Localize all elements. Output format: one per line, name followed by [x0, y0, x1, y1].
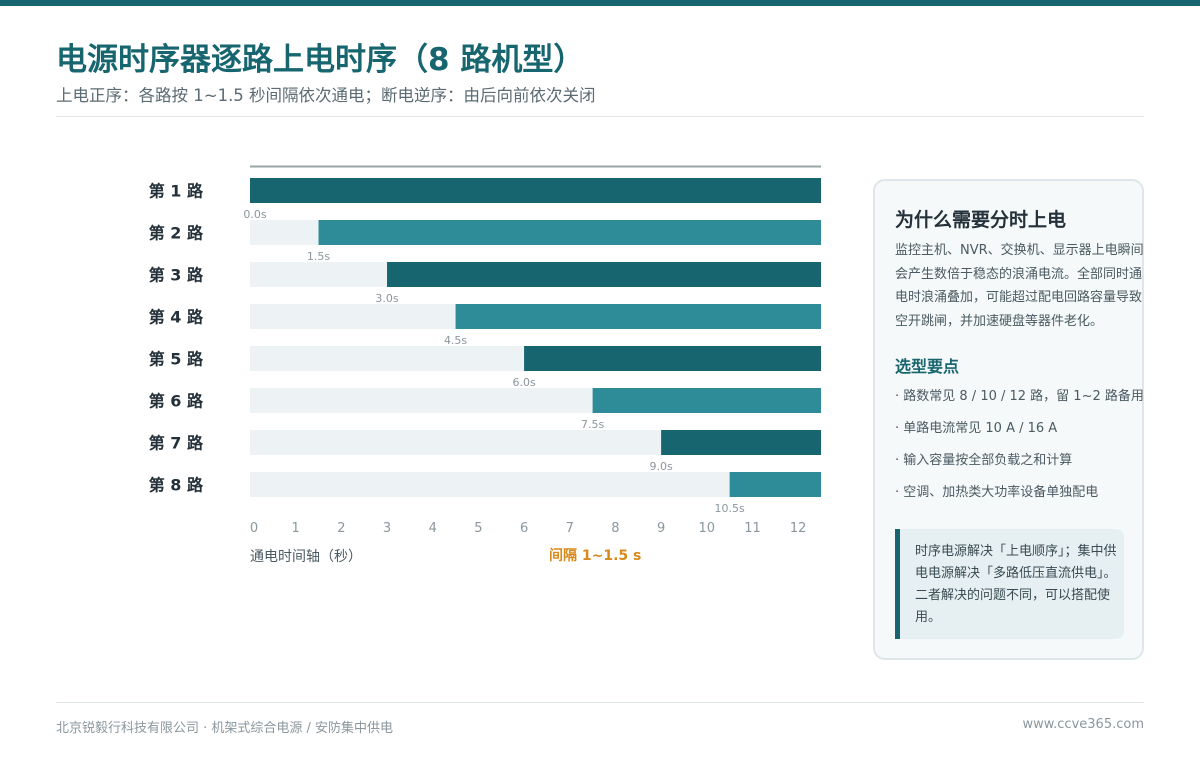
- bar-segment: [592, 388, 821, 413]
- x-tick-label: 11: [744, 521, 761, 536]
- category-label: 第 1 路: [149, 182, 204, 201]
- page-title: 电源时序器逐路上电时序（8 路机型）: [56, 42, 585, 78]
- chart-rows: 第 1 路 0.0s 第 2 路 1.5s 第 3 路 3.0s 第 4 路 4.5s 第 5 …: [149, 178, 821, 515]
- x-axis-ticks: 0 1 2 3 4 5 6 7 8 9 10 11 12: [250, 521, 807, 536]
- footer-divider: [56, 702, 1144, 703]
- x-tick-label: 4: [429, 521, 437, 536]
- tip-item: · 空调、加热类大功率设备单独配电: [895, 485, 1099, 500]
- start-time-label: 6.0s: [512, 376, 535, 389]
- category-label: 第 7 路: [149, 434, 204, 453]
- start-time-label: 10.5s: [715, 502, 745, 515]
- page-subtitle: 上电正序：各路按 1~1.5 秒间隔依次通电；断电逆序：由后向前依次关闭: [56, 86, 596, 105]
- start-time-label: 9.0s: [650, 460, 673, 473]
- bar-segment: [318, 220, 821, 245]
- footer-company: 北京锐毅行科技有限公司 · 机架式综合电源 / 安防集中供电: [56, 721, 394, 736]
- bar-segment: [729, 472, 821, 497]
- header-divider: [56, 116, 1144, 117]
- x-tick-label: 9: [657, 521, 665, 536]
- tip-item: · 单路电流常见 10 A / 16 A: [895, 421, 1058, 436]
- note-callout: 时序电源解决「上电顺序」；集中供电电源解决「多路低压直流供电」。二者解决的问题不…: [895, 529, 1124, 639]
- start-time-label: 4.5s: [444, 334, 467, 347]
- x-tick-label: 3: [383, 521, 391, 536]
- tip-item: · 路数常见 8 / 10 / 12 路，留 1~2 路备用: [895, 389, 1144, 404]
- panel-subtitle: 选型要点: [895, 357, 960, 376]
- bar-track: [250, 472, 821, 497]
- x-tick-label: 8: [611, 521, 619, 536]
- x-tick-label: 12: [790, 521, 807, 536]
- start-time-label: 7.5s: [581, 418, 604, 431]
- x-axis-title: 通电时间轴（秒）: [250, 549, 362, 565]
- tips-list: · 路数常见 8 / 10 / 12 路，留 1~2 路备用 · 单路电流常见 …: [895, 386, 1144, 514]
- tip-item: · 输入容量按全部负载之和计算: [895, 453, 1073, 468]
- start-time-label: 3.0s: [375, 292, 398, 305]
- x-tick-label: 2: [337, 521, 345, 536]
- category-label: 第 3 路: [149, 266, 204, 285]
- bar-segment: [455, 304, 821, 329]
- category-label: 第 5 路: [149, 350, 204, 369]
- category-label: 第 4 路: [149, 308, 204, 327]
- x-tick-label: 6: [520, 521, 528, 536]
- bar-segment: [661, 430, 821, 455]
- interval-annotation: 间隔 1~1.5 s: [549, 548, 642, 564]
- bar-segment: [524, 346, 821, 371]
- x-tick-label: 1: [292, 521, 300, 536]
- info-panel: 为什么需要分时上电 监控主机、NVR、交换机、显示器上电瞬间会产生数倍于稳态的浪…: [873, 179, 1144, 660]
- category-label: 第 6 路: [149, 392, 204, 411]
- panel-title: 为什么需要分时上电: [895, 209, 1067, 231]
- footer-website-link[interactable]: www.ccve365.com: [1022, 717, 1144, 732]
- start-time-label: 0.0s: [243, 208, 266, 221]
- category-label: 第 2 路: [149, 224, 204, 243]
- x-tick-label: 10: [699, 521, 716, 536]
- x-tick-label: 7: [566, 521, 574, 536]
- bar-segment: [387, 262, 821, 287]
- x-tick-label: 5: [474, 521, 482, 536]
- top-accent-bar: [0, 0, 1200, 6]
- bar-segment: [250, 178, 821, 203]
- category-label: 第 8 路: [149, 476, 204, 495]
- start-time-label: 1.5s: [307, 250, 330, 263]
- x-tick-label: 0: [250, 521, 258, 536]
- panel-body-text: 监控主机、NVR、交换机、显示器上电瞬间会产生数倍于稳态的浪涌电流。全部同时通电…: [895, 243, 1144, 329]
- note-text: 时序电源解决「上电顺序」；集中供电电源解决「多路低压直流供电」。二者解决的问题不…: [915, 544, 1117, 625]
